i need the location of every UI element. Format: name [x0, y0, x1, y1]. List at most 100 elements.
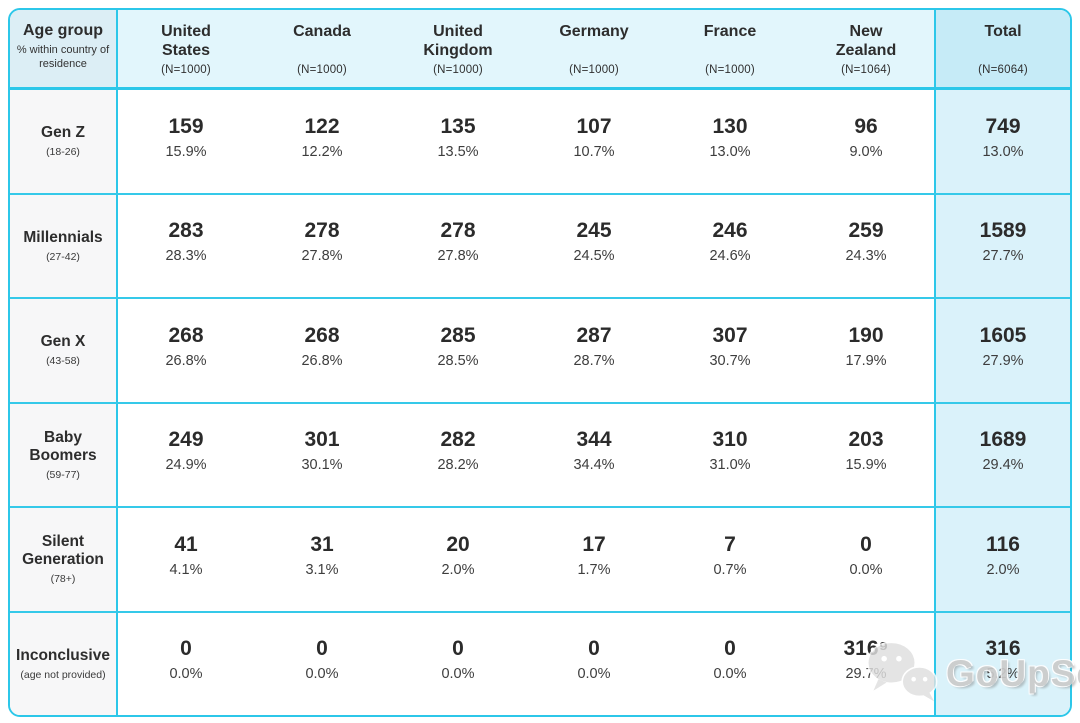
cell-count: 0	[452, 637, 464, 661]
cell-count: 0	[860, 532, 872, 556]
table-cell: 278 27.8%	[390, 194, 526, 297]
row-title: Millennials	[23, 228, 103, 246]
cell-count: 259	[848, 219, 884, 243]
column-n: (N=1000)	[297, 64, 347, 76]
cell-count: 0	[180, 637, 192, 661]
table-row-silent-generation: Silent Generation (78+) 41 4.1% 31 3.1% …	[10, 506, 1070, 611]
header-cell-united-kingdom: United Kingdom (N=1000)	[390, 10, 526, 87]
table-cell: 246 24.6%	[662, 194, 798, 297]
column-n: (N=1064)	[841, 64, 891, 76]
table-cell: 0 0.0%	[254, 612, 390, 715]
cell-count: 135	[440, 114, 476, 138]
cell-count: 285	[440, 323, 476, 347]
table-row-millennials: Millennials (27-42) 283 28.3% 278 27.8% …	[10, 192, 1070, 297]
row-title: Gen Z	[41, 124, 85, 142]
table-cell: 7 0.7%	[662, 508, 798, 611]
table-cell: 135 13.5%	[390, 90, 526, 193]
cell-percent: 28.7%	[573, 352, 615, 369]
table-cell-total: 316 5.2%	[934, 612, 1070, 715]
cell-percent: 29.7%	[845, 666, 887, 683]
header-cell-united-states: United States (N=1000)	[118, 10, 254, 87]
cell-count: 116	[986, 532, 1020, 556]
column-label: Canada	[293, 23, 351, 40]
cell-percent: 10.7%	[573, 143, 615, 160]
table-cell-total: 1689 29.4%	[934, 403, 1070, 506]
table-cell: 282 28.2%	[390, 403, 526, 506]
cell-count: 246	[712, 219, 748, 243]
table-cell: 268 26.8%	[254, 299, 390, 402]
table-cell: 268 26.8%	[118, 299, 254, 402]
header-cell-germany: Germany (N=1000)	[526, 10, 662, 87]
cell-percent: 4.1%	[169, 561, 203, 578]
row-subtitle: (18-26)	[46, 146, 80, 159]
table-cell: 316⁹ 29.7%	[798, 612, 934, 715]
cell-percent: 9.0%	[849, 143, 883, 160]
header-cell-new-zealand: New Zealand (N=1064)	[798, 10, 934, 87]
cell-percent: 0.0%	[441, 666, 475, 683]
cell-percent: 27.8%	[301, 248, 343, 265]
table-cell-total: 1589 27.7%	[934, 194, 1070, 297]
table-cell: 107 10.7%	[526, 90, 662, 193]
cell-count: 268	[168, 323, 204, 347]
cell-count: 316⁹	[843, 637, 889, 661]
row-subtitle: (age not provided)	[20, 668, 106, 681]
table-cell: 159 15.9%	[118, 90, 254, 193]
cell-percent: 0.7%	[713, 561, 747, 578]
cell-percent: 0.0%	[577, 666, 611, 683]
header-cell-canada: Canada (N=1000)	[254, 10, 390, 87]
column-label: Germany	[559, 23, 629, 40]
row-label-cell: Millennials (27-42)	[10, 194, 118, 297]
cell-percent: 0.0%	[713, 666, 747, 683]
table-cell: 307 30.7%	[662, 299, 798, 402]
cell-percent: 17.9%	[845, 352, 887, 369]
cell-percent: 26.8%	[301, 352, 343, 369]
table-cell: 301 30.1%	[254, 403, 390, 506]
column-label: United Kingdom	[423, 23, 493, 59]
cell-count: 17	[582, 532, 606, 556]
cell-count: 203	[848, 428, 884, 452]
cell-percent: 30.7%	[709, 352, 751, 369]
cell-percent: 12.2%	[301, 143, 343, 160]
cell-count: 749	[985, 114, 1021, 138]
cell-percent: 1.7%	[577, 561, 611, 578]
column-label: New Zealand	[835, 23, 897, 59]
table-cell: 41 4.1%	[118, 508, 254, 611]
cell-count: 41	[174, 532, 198, 556]
cell-count: 245	[576, 219, 612, 243]
cell-percent: 2.0%	[986, 561, 1020, 578]
cell-percent: 28.5%	[437, 352, 479, 369]
cell-percent: 29.4%	[982, 457, 1024, 474]
column-label: France	[703, 23, 757, 40]
cell-percent: 26.8%	[165, 352, 207, 369]
table-cell: 283 28.3%	[118, 194, 254, 297]
age-group-table: Age group % within country of residence …	[8, 8, 1072, 717]
row-label-cell: Silent Generation (78+)	[10, 508, 118, 611]
header-corner-cell: Age group % within country of residence	[10, 10, 118, 87]
table-cell: 245 24.5%	[526, 194, 662, 297]
cell-count: 249	[168, 428, 204, 452]
cell-count: 122	[304, 114, 340, 138]
cell-percent: 24.5%	[573, 248, 615, 265]
cell-count: 268	[304, 323, 340, 347]
cell-count: 0	[316, 637, 328, 661]
table-cell: 0 0.0%	[118, 612, 254, 715]
table-cell: 310 31.0%	[662, 403, 798, 506]
cell-count: 31	[310, 532, 334, 556]
cell-count: 282	[440, 428, 476, 452]
cell-percent: 2.0%	[441, 561, 475, 578]
row-label-cell: Gen Z (18-26)	[10, 90, 118, 193]
column-n: (N=6064)	[978, 64, 1028, 76]
corner-subtitle: % within country of residence	[16, 44, 110, 71]
cell-count: 20	[446, 532, 470, 556]
cell-percent: 24.6%	[709, 248, 751, 265]
corner-title: Age group	[23, 22, 103, 39]
table-cell: 285 28.5%	[390, 299, 526, 402]
table-cell: 96 9.0%	[798, 90, 934, 193]
column-label: United States	[161, 23, 211, 59]
cell-count: 130	[712, 114, 748, 138]
row-label-cell: Baby Boomers (59-77)	[10, 403, 118, 506]
cell-percent: 28.2%	[437, 457, 479, 474]
table-cell: 0 0.0%	[662, 612, 798, 715]
column-n: (N=1000)	[161, 64, 211, 76]
table-cell-total: 749 13.0%	[934, 90, 1070, 193]
